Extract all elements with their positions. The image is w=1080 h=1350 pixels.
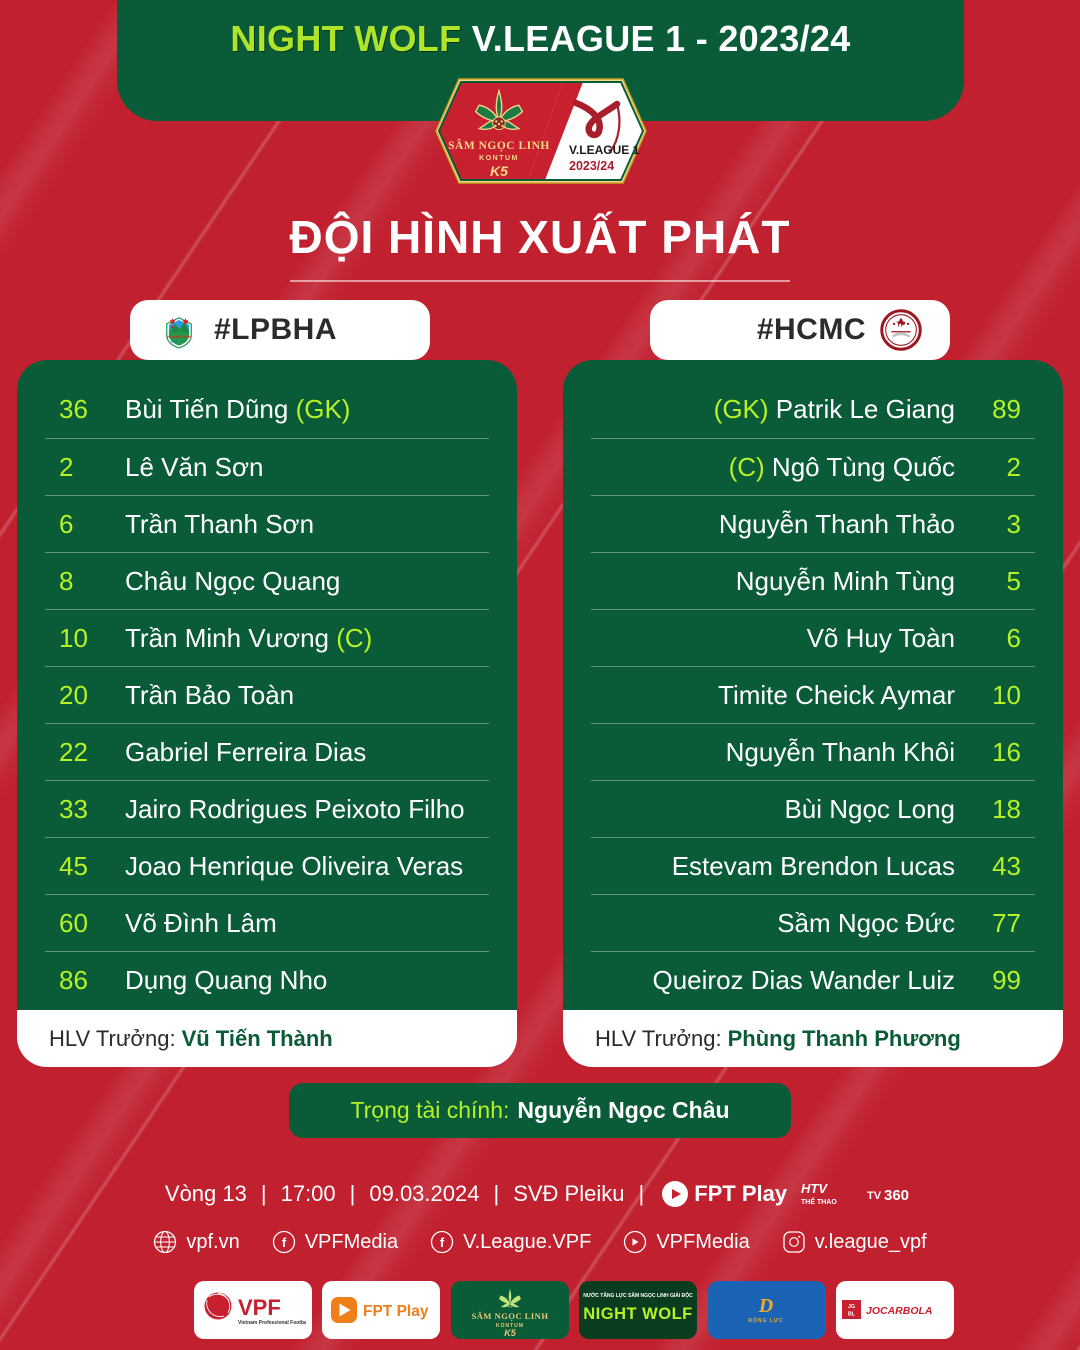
svg-text:K5: K5	[490, 163, 508, 179]
svg-text:360: 360	[884, 1187, 909, 1204]
svg-text:ĐỘNG LỰC: ĐỘNG LỰC	[748, 1316, 783, 1324]
svg-text:GIA LAI: GIA LAI	[171, 339, 188, 343]
svg-text:V.LEAGUE 1: V.LEAGUE 1	[569, 143, 640, 157]
svg-text:Vietnam Professional Football: Vietnam Professional Football	[238, 1320, 306, 1326]
svg-text:TP: TP	[897, 322, 906, 329]
svg-text:JOCARBOLA: JOCARBOLA	[866, 1305, 933, 1317]
svg-text:NIGHT WOLF: NIGHT WOLF	[583, 1305, 692, 1323]
svg-text:HOANG ANH: HOANG ANH	[167, 334, 192, 339]
svg-text:K5: K5	[504, 1328, 516, 1338]
svg-text:BL: BL	[848, 1312, 856, 1318]
svg-text:f: f	[282, 1235, 287, 1250]
svg-text:SÂM NGỌC LINH: SÂM NGỌC LINH	[448, 138, 550, 152]
svg-text:D: D	[758, 1295, 773, 1317]
svg-text:TV: TV	[867, 1190, 882, 1202]
svg-text:SÂM NGỌC LINH: SÂM NGỌC LINH	[471, 1311, 548, 1321]
svg-text:VPF: VPF	[238, 1295, 281, 1320]
svg-text:JG: JG	[848, 1304, 855, 1310]
svg-text:KONTUM: KONTUM	[479, 155, 519, 162]
svg-text:f: f	[440, 1235, 445, 1250]
svg-text:NƯỚC TĂNG LỰC SÂM NGỌC LINH GI: NƯỚC TĂNG LỰC SÂM NGỌC LINH GIẢI ĐỘC	[583, 1291, 693, 1299]
svg-text:2023/24: 2023/24	[569, 159, 614, 173]
svg-text:THỂ THAO: THỂ THAO	[801, 1197, 837, 1206]
svg-text:FPT Play: FPT Play	[363, 1303, 429, 1320]
svg-text:HTV: HTV	[801, 1181, 828, 1196]
